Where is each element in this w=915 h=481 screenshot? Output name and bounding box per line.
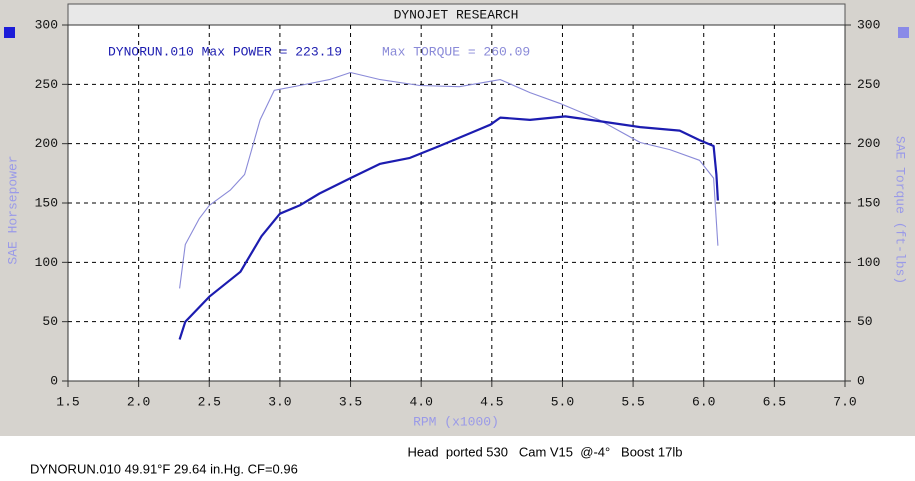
y2-tick-label: 150 xyxy=(857,195,880,210)
y-tick-label: 50 xyxy=(42,314,58,329)
y2-tick-label: 100 xyxy=(857,255,880,270)
legend-swatch xyxy=(898,27,909,38)
x-tick-label: 1.5 xyxy=(56,394,79,409)
x-tick-label: 4.0 xyxy=(409,394,432,409)
y-tick-label: 100 xyxy=(35,255,58,270)
x-tick-label: 2.5 xyxy=(198,394,221,409)
y2-tick-label: 250 xyxy=(857,77,880,92)
y2-tick-label: 50 xyxy=(857,314,873,329)
data-line xyxy=(178,115,719,340)
y2-tick-label: 200 xyxy=(857,136,880,151)
x-tick-label: 6.0 xyxy=(692,394,715,409)
y2-tick-label: 300 xyxy=(857,17,880,32)
footer-info: DYNORUN.010 49.91°F 29.64 in.Hg. CF=0.96 xyxy=(30,461,298,476)
x-tick-label: 4.5 xyxy=(480,394,503,409)
x-tick-label: 2.0 xyxy=(127,394,150,409)
annotation: DYNORUN.010 Max POWER = 223.19 xyxy=(108,44,342,59)
x-axis-label: RPM (x1000) xyxy=(413,414,499,429)
chart-title: DYNOJET RESEARCH xyxy=(394,7,519,22)
legend-swatch xyxy=(4,27,15,38)
y-tick-label: 0 xyxy=(50,373,58,388)
footer-background xyxy=(0,436,915,481)
y-tick-label: 250 xyxy=(35,77,58,92)
y-tick-label: 150 xyxy=(35,195,58,210)
data-line xyxy=(179,71,719,289)
annotation: Max TORQUE = 260.09 xyxy=(382,44,530,59)
x-tick-label: 3.0 xyxy=(268,394,291,409)
x-tick-label: 7.0 xyxy=(833,394,856,409)
y2-axis-label: SAE Torque (ft-lbs) xyxy=(893,136,908,284)
y-axis-label: SAE Horsepower xyxy=(5,155,20,264)
x-tick-label: 6.5 xyxy=(763,394,786,409)
x-tick-label: 3.5 xyxy=(339,394,362,409)
y-tick-label: 200 xyxy=(35,136,58,151)
x-tick-label: 5.5 xyxy=(621,394,644,409)
x-tick-label: 5.0 xyxy=(551,394,574,409)
y2-tick-label: 0 xyxy=(857,373,865,388)
footer-title: Head ported 530 Cam V15 @-4° Boost 17lb xyxy=(408,444,683,459)
y-tick-label: 300 xyxy=(35,17,58,32)
